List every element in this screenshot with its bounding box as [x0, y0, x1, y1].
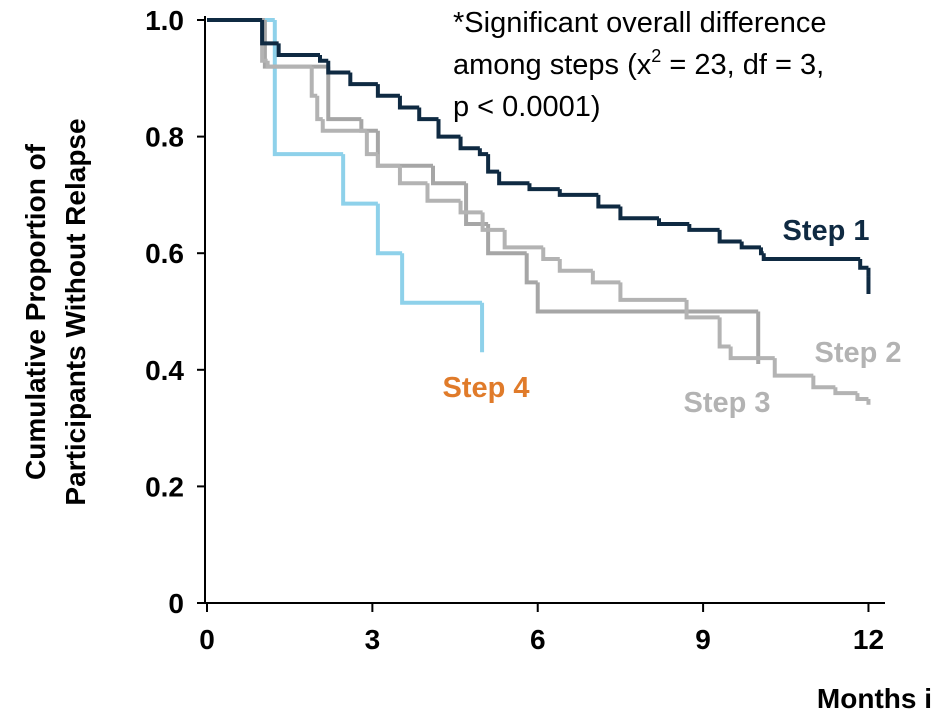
survival-step	[326, 66, 362, 122]
survival-step	[687, 224, 720, 232]
survival-step	[326, 60, 351, 75]
annotation-text: *Significant overall difference	[453, 7, 826, 39]
survival-step	[527, 183, 560, 192]
survival-step	[739, 241, 761, 250]
survival-step	[458, 200, 483, 215]
survival-step	[858, 259, 869, 270]
survival-step	[761, 253, 861, 262]
survival-step	[557, 259, 593, 273]
x-tick-label: 9	[695, 624, 711, 655]
survival-step	[535, 282, 759, 314]
survival-step	[397, 95, 420, 110]
survival-step	[375, 84, 400, 98]
survival-step	[772, 358, 814, 378]
survival-step	[502, 229, 544, 250]
survival-step	[458, 136, 480, 151]
survival-step	[618, 282, 687, 302]
survival-step	[618, 206, 659, 221]
survival-step	[590, 270, 621, 285]
survival-step	[315, 95, 323, 122]
series-label: Step 3	[683, 387, 770, 419]
annotation-text: among steps (x	[453, 49, 652, 81]
survival-step	[811, 375, 836, 390]
survival-step	[486, 154, 500, 174]
annotation-superscript: 2	[651, 46, 661, 66]
annotation-text: = 23, df = 3,	[661, 49, 824, 81]
survival-step	[375, 130, 433, 168]
annotation-text: p < 0.0001)	[453, 91, 601, 123]
survival-step	[375, 203, 403, 256]
survival-step	[318, 54, 329, 63]
survival-step	[855, 393, 869, 401]
survival-step	[364, 130, 378, 157]
annotation: *Significant overall difference	[453, 7, 826, 39]
survival-step	[265, 60, 312, 69]
x-tick-label: 0	[199, 624, 215, 655]
x-tick-label: 3	[365, 624, 381, 655]
survival-step	[341, 154, 378, 206]
survival-step	[348, 72, 378, 87]
survival-step	[833, 387, 858, 396]
survival-step	[480, 212, 505, 232]
series-label: Step 1	[782, 215, 869, 247]
x-tick-label: 12	[853, 624, 884, 655]
survival-step	[425, 183, 461, 203]
y-tick-label: 0.6	[145, 238, 184, 269]
survival-step	[276, 43, 320, 57]
y-tick-label: 0.4	[145, 355, 184, 386]
survival-step	[717, 317, 731, 349]
survival-step	[397, 165, 428, 186]
survival-step	[436, 119, 461, 139]
survival-step	[557, 189, 599, 197]
survival-step	[417, 107, 439, 122]
survival-step	[657, 218, 690, 227]
annotation: p < 0.0001)	[453, 91, 601, 123]
survival-step	[497, 171, 530, 186]
survival-step	[486, 224, 527, 256]
y-tick-label: 0.8	[145, 122, 184, 153]
survival-step	[320, 119, 367, 133]
y-axis-label: Participants Without Relapse	[60, 118, 91, 505]
x-tick-label: 6	[530, 624, 546, 655]
survival-step	[464, 183, 489, 227]
survival-step	[684, 299, 720, 320]
survival-step	[728, 346, 775, 361]
y-tick-label: 1.0	[145, 5, 184, 36]
survival-step	[541, 247, 560, 262]
series-label: Step 4	[442, 372, 529, 404]
y-axis-label: Cumulative Proportion of	[20, 143, 51, 480]
survival-step	[431, 165, 467, 186]
annotation: among steps (x2 = 23, df = 3,	[453, 46, 824, 81]
survival-step	[596, 194, 621, 209]
survival-step	[309, 66, 318, 98]
y-tick-label: 0	[168, 588, 184, 619]
survival-step	[400, 253, 483, 305]
survival-step	[524, 253, 538, 285]
y-tick-label: 0.2	[145, 471, 184, 502]
survival-step	[758, 247, 764, 256]
survival-step	[375, 154, 400, 168]
series-label: Step 2	[814, 337, 901, 369]
survival-step	[272, 20, 344, 157]
x-axis-label: Months i	[817, 683, 932, 714]
survival-step	[717, 229, 742, 244]
survival-step	[260, 20, 279, 46]
survival-step	[477, 148, 489, 157]
